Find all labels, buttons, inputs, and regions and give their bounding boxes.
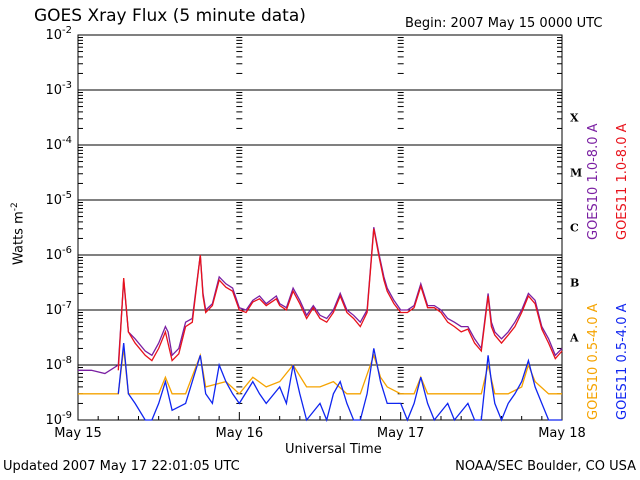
begin-time: Begin: 2007 May 15 0000 UTC [405, 16, 603, 31]
chart-title: GOES Xray Flux (5 minute data) [34, 6, 306, 26]
x-tick-label: May 15 [54, 426, 102, 441]
y-tick-exponent: -6 [62, 245, 72, 256]
series-line [117, 343, 562, 423]
legend-item: GOES10 0.5-4.0 A [586, 303, 601, 420]
y-tick-exponent: -5 [62, 190, 72, 201]
y-tick-label: 10-9 [45, 410, 72, 428]
y-tick-label: 10-2 [45, 25, 72, 43]
y-axis-title: Watts m-2 [10, 202, 26, 265]
legend-item: GOES11 1.0-8.0 A [615, 123, 630, 240]
y-tick-base: 10 [45, 358, 62, 373]
y-axis-title-sup: -2 [10, 202, 20, 212]
credit-text: NOAA/SEC Boulder, CO USA [455, 459, 636, 474]
flare-class-label: A [569, 332, 579, 345]
series-line [117, 228, 563, 371]
series-line [78, 227, 563, 375]
y-tick-label: 10-8 [45, 355, 72, 373]
y-tick-base: 10 [45, 303, 62, 318]
y-tick-exponent: -3 [62, 80, 72, 91]
x-tick-label: May 17 [377, 426, 425, 441]
legend-item: GOES10 1.0-8.0 A [586, 123, 601, 240]
y-tick-label: 10-7 [45, 300, 72, 318]
y-tick-base: 10 [45, 248, 62, 263]
y-tick-base: 10 [45, 413, 62, 428]
y-tick-exponent: -7 [62, 300, 72, 311]
y-tick-label: 10-6 [45, 245, 72, 263]
x-axis-title: Universal Time [285, 442, 382, 457]
y-tick-label: 10-5 [45, 190, 72, 208]
flare-class-label: B [570, 277, 579, 290]
x-tick-label: May 18 [538, 426, 586, 441]
y-tick-exponent: -4 [62, 135, 72, 146]
y-tick-label: 10-3 [45, 80, 72, 98]
legend-item: GOES11 0.5-4.0 A [615, 303, 630, 420]
y-tick-exponent: -8 [62, 355, 72, 366]
y-tick-base: 10 [45, 83, 62, 98]
y-tick-label: 10-4 [45, 135, 72, 153]
y-tick-base: 10 [45, 138, 62, 153]
y-axis-title-text: Watts m [11, 211, 27, 265]
flare-class-label: X [570, 112, 579, 125]
y-tick-base: 10 [45, 28, 62, 43]
flare-class-label: C [570, 222, 579, 235]
flare-class-label: M [570, 167, 582, 180]
x-tick-label: May 16 [216, 426, 264, 441]
updated-timestamp: Updated 2007 May 17 22:01:05 UTC [3, 459, 240, 474]
y-tick-exponent: -9 [62, 410, 72, 421]
y-tick-exponent: -2 [62, 25, 72, 36]
y-tick-base: 10 [45, 193, 62, 208]
